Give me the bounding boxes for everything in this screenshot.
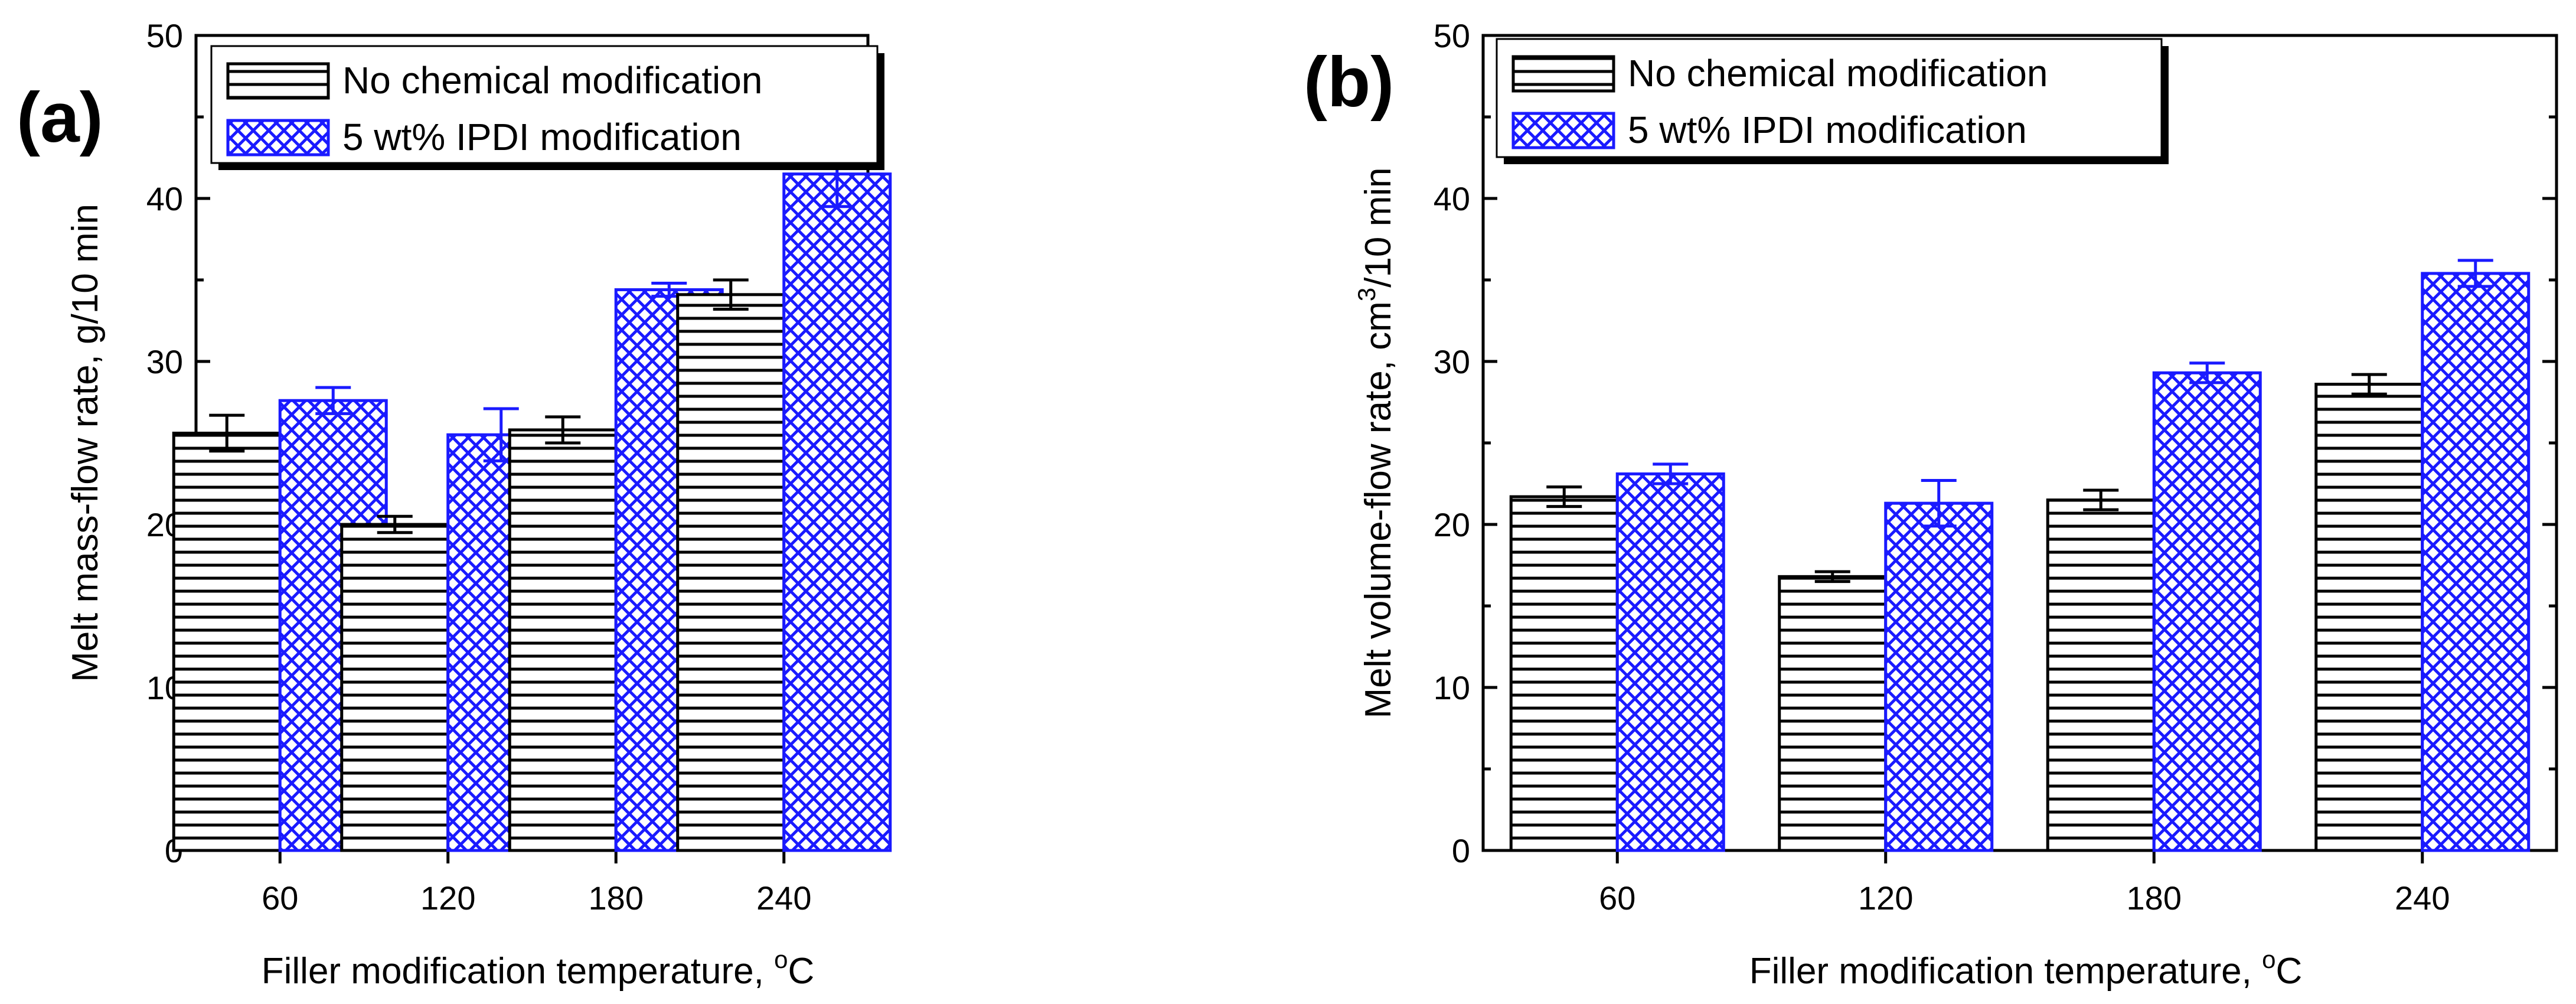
legend: No chemical modification 5 wt% IPDI modif… [1496,38,2169,164]
bar-no-modification-120 [340,523,450,852]
legend-swatch-ipdi [226,119,330,157]
x-axis-label-text: Filler modification temperature, [262,951,774,992]
x-axis-label-degree: o [2262,946,2275,973]
y-tick-label: 0 [1452,832,1470,869]
x-axis-label-text: Filler modification temperature, [1749,951,2262,992]
x-tick-label: 180 [589,879,644,917]
x-tick-label: 120 [1858,879,1913,917]
panel-label: (b) [1304,43,1394,122]
bar-ipdi-180 [2152,371,2262,852]
y-tick-label: 50 [146,17,183,54]
legend-label: 5 wt% IPDI modification [342,116,742,158]
legend-label: No chemical modification [1628,52,2048,94]
bar-no-modification-240 [676,293,786,852]
y-tick-label: 20 [1434,506,1470,543]
x-tick-label: 60 [262,879,298,917]
y-axis-label: Melt mass-flow rate, g/10 min [65,204,106,682]
x-axis-label-degree: o [774,946,788,973]
x-tick-label: 240 [756,879,811,917]
legend: No chemical modification 5 wt% IPDI modif… [210,45,884,170]
bar-no-modification-180 [508,428,618,852]
y-tick-label: 30 [1434,343,1470,380]
bar-ipdi-240 [782,172,892,852]
y-tick-label: 10 [1434,669,1470,706]
legend-label: No chemical modification [342,59,762,102]
x-axis-label-unit: C [2275,951,2302,992]
y-tick-label: 40 [1434,180,1470,217]
bar-no-modification-180 [2046,498,2156,852]
y-tick-label: 40 [146,180,183,217]
x-tick-label: 120 [420,879,475,917]
y-tick-label: 30 [146,343,183,380]
bar-no-modification-60 [1509,495,1619,852]
legend-swatch-no-modification [226,62,330,100]
x-axis-label: Filler modification temperature, oC [262,946,814,992]
legend-swatch-no-modification [1511,55,1615,93]
panel-b: 0 10 20 30 40 50 60 120 180 240 Filler modificatio… [1304,17,2558,992]
bar-ipdi-60 [1615,472,1725,852]
y-axis-label: Melt volume-flow rate, cm3/10 min [1353,168,1399,719]
x-tick-label: 60 [1599,879,1635,917]
legend-swatch-ipdi [1511,112,1615,149]
x-axis-label: Filler modification temperature, oC [1749,946,2302,992]
x-tick-label: 180 [2127,879,2182,917]
bar-no-modification-120 [1778,575,1888,852]
x-axis-label-unit: C [788,951,814,992]
bar-no-modification-60 [172,431,282,852]
bar-ipdi-120 [1884,501,1994,852]
x-tick-label: 240 [2395,879,2450,917]
panel-label: (a) [17,78,103,157]
bar-ipdi-240 [2421,272,2531,852]
bar-no-modification-240 [2314,383,2424,852]
y-tick-label: 50 [1434,17,1470,54]
legend-label: 5 wt% IPDI modification [1628,109,2027,151]
